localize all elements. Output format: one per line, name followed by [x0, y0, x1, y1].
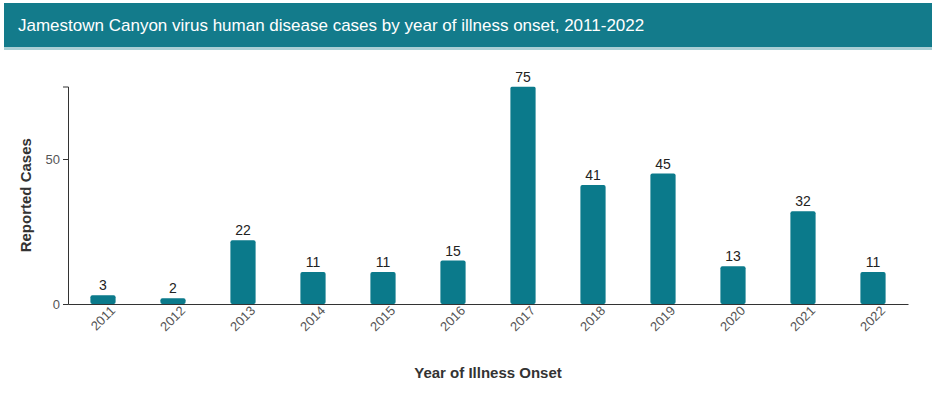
x-tick: 2021 [787, 303, 818, 334]
bar [440, 261, 465, 305]
bar [580, 185, 605, 304]
data-label: 13 [725, 248, 741, 264]
data-labels: 3222111115754145133211 [99, 69, 880, 297]
x-tick-label: 2017 [507, 303, 538, 334]
x-tick-label: 2011 [88, 303, 118, 333]
title-bar-border [4, 47, 932, 50]
bar [370, 272, 395, 304]
y-tick-label: 0 [53, 297, 60, 312]
title-bar [4, 3, 932, 47]
y-axis: 0 50 [46, 87, 69, 312]
x-tick-label: 2014 [297, 303, 328, 334]
bar [300, 272, 325, 304]
data-label: 41 [585, 167, 601, 183]
x-tick-label: 2015 [367, 303, 398, 334]
bar [790, 211, 815, 304]
x-tick: 2022 [857, 303, 888, 334]
x-tick: 2011 [88, 303, 118, 333]
y-tick-mark [63, 304, 68, 305]
x-tick: 2020 [717, 303, 748, 334]
x-tick: 2016 [437, 303, 468, 334]
bar [90, 295, 115, 304]
y-tick: 50 [46, 152, 68, 167]
data-label: 22 [235, 222, 251, 238]
x-tick-label: 2018 [577, 303, 608, 334]
y-tick-label: 50 [46, 152, 60, 167]
bar [510, 87, 535, 305]
y-axis-title: Reported Cases [17, 138, 34, 252]
y-axis-line [63, 87, 69, 305]
x-axis-title: Year of Illness Onset [414, 364, 562, 381]
data-label: 11 [866, 254, 881, 270]
x-tick: 2019 [647, 303, 678, 334]
bars [90, 87, 885, 305]
data-label: 3 [99, 277, 107, 293]
x-axis-line [69, 304, 909, 305]
chart: Jamestown Canyon virus human disease cas… [0, 0, 936, 398]
data-label: 11 [306, 254, 321, 270]
y-tick-mark [63, 159, 68, 160]
data-label: 32 [795, 193, 811, 209]
x-tick-label: 2021 [787, 303, 818, 334]
x-tick: 2013 [227, 303, 258, 334]
data-label: 15 [445, 243, 461, 259]
x-tick-label: 2019 [647, 303, 678, 334]
y-tick: 0 [53, 297, 68, 312]
data-label: 2 [169, 280, 177, 296]
data-label: 45 [655, 156, 671, 172]
data-label: 11 [376, 254, 391, 270]
x-tick-label: 2020 [717, 303, 748, 334]
bar [650, 174, 675, 305]
x-tick-label: 2013 [227, 303, 258, 334]
x-tick: 2018 [577, 303, 608, 334]
bar [860, 272, 885, 304]
x-tick-label: 2022 [857, 303, 888, 334]
data-label: 75 [515, 69, 531, 85]
x-tick-label: 2012 [157, 303, 188, 334]
bar [720, 266, 745, 304]
bar [230, 240, 255, 304]
x-tick: 2017 [507, 303, 538, 334]
x-tick: 2012 [157, 303, 188, 334]
x-tick: 2014 [297, 303, 328, 334]
bar [160, 298, 185, 304]
title: Jamestown Canyon virus human disease cas… [18, 16, 644, 35]
x-tick-label: 2016 [437, 303, 468, 334]
x-axis: 2011 2012 2013 2014 2015 2016 2017 2018 2019 2020… [69, 303, 909, 334]
x-tick: 2015 [367, 303, 398, 334]
